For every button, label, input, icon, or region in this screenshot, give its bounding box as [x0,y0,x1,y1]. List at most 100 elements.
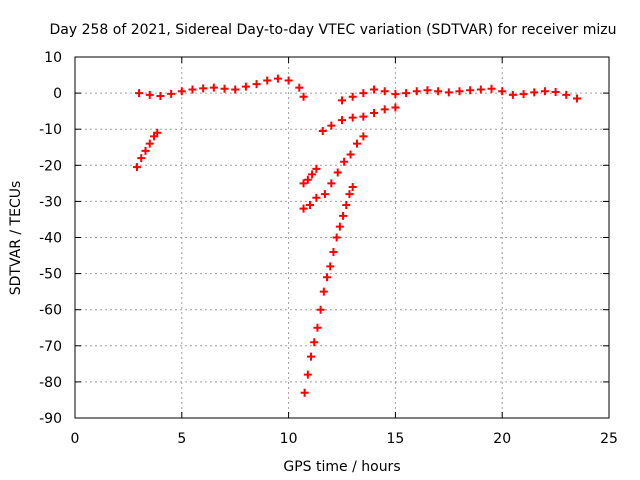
data-point [340,157,349,166]
data-point [299,204,308,213]
data-point [348,113,357,122]
data-point [562,90,571,99]
x-tick-label: 0 [71,431,80,447]
data-point [273,74,282,83]
data-point [402,89,411,98]
data-point [423,86,432,95]
data-point [345,190,354,199]
data-point [320,190,329,199]
data-point [156,91,165,100]
data-point [135,89,144,98]
data-point [303,370,312,379]
data-point [177,87,186,96]
series-arc-upper-gap [318,103,400,136]
x-tick-label: 5 [177,431,186,447]
data-point [305,201,314,210]
data-point [153,128,162,137]
data-point [391,90,400,99]
data-point [284,76,293,85]
series-arc-mid [299,132,368,213]
data-point [141,146,150,155]
data-point [137,154,146,163]
data-point [359,112,368,121]
series-arc-near-zero-1 [135,74,308,101]
data-point [466,86,475,95]
data-point [310,338,319,347]
data-point [145,90,154,99]
data-point [348,182,357,191]
data-point [145,139,154,148]
y-tick-label: -80 [39,375,62,391]
series-arc-deep [300,182,357,397]
data-point [332,233,341,242]
data-point [199,84,208,93]
data-point [318,127,327,136]
data-point [252,80,261,89]
x-tick-label: 15 [386,431,404,447]
data-point [551,88,560,97]
x-tick-label: 10 [280,431,298,447]
data-point [329,247,338,256]
data-point [231,85,240,94]
y-tick-label: -10 [39,122,62,138]
data-point [241,82,250,91]
series-arc-short [299,164,321,188]
y-tick-label: 0 [53,86,62,102]
data-point [327,179,336,188]
data-point [572,94,581,103]
data-point [338,96,346,105]
data-point [342,201,351,210]
data-point [132,163,141,172]
data-point [487,84,496,93]
data-point [312,164,321,173]
data-point [326,262,335,271]
data-point [307,352,316,361]
y-tick-label: -50 [39,267,62,283]
data-point [434,87,443,96]
y-axis-label: SDTVAR / TECUs [8,181,24,296]
data-point [348,92,357,101]
data-point [295,83,304,92]
data-point [540,87,549,96]
data-point [359,89,368,98]
data-point [380,87,389,96]
x-axis-label: GPS time / hours [283,459,400,475]
data-point [530,88,539,97]
data-point [220,84,229,93]
series-arc-early [132,128,162,172]
data-point [167,89,176,98]
data-point [359,132,368,141]
x-tick-label: 20 [493,431,511,447]
y-tick-label: 10 [44,50,62,66]
y-tick-label: -20 [39,158,62,174]
data-point [308,170,317,179]
data-point [333,168,342,177]
series-arc-near-zero-2 [338,84,581,105]
data-point [346,150,355,159]
y-tick-label: -40 [39,231,62,247]
y-tick-label: -70 [39,339,62,355]
data-point [508,90,517,99]
data-point [313,323,322,332]
y-tick-label: -90 [39,411,62,427]
y-tick-label: -60 [39,303,62,319]
data-point [335,222,344,231]
data-point [338,116,346,125]
data-point [188,85,197,94]
data-point [352,139,361,148]
data-point [380,105,389,114]
data-point [391,103,400,112]
data-point [327,121,336,130]
data-point [209,83,218,92]
grid [75,57,609,418]
data-point [299,92,308,101]
data-point [312,193,321,202]
axis-ticks: 10 0 -10 -20 -30 -40 -50 -60 -70 -80 -90 0 5 10 15 20 25 [39,50,618,447]
data-point [319,287,328,296]
data-point [370,85,379,94]
data-point [299,179,308,188]
data-point [370,108,379,117]
data-point [339,211,348,220]
data-point [476,85,485,94]
